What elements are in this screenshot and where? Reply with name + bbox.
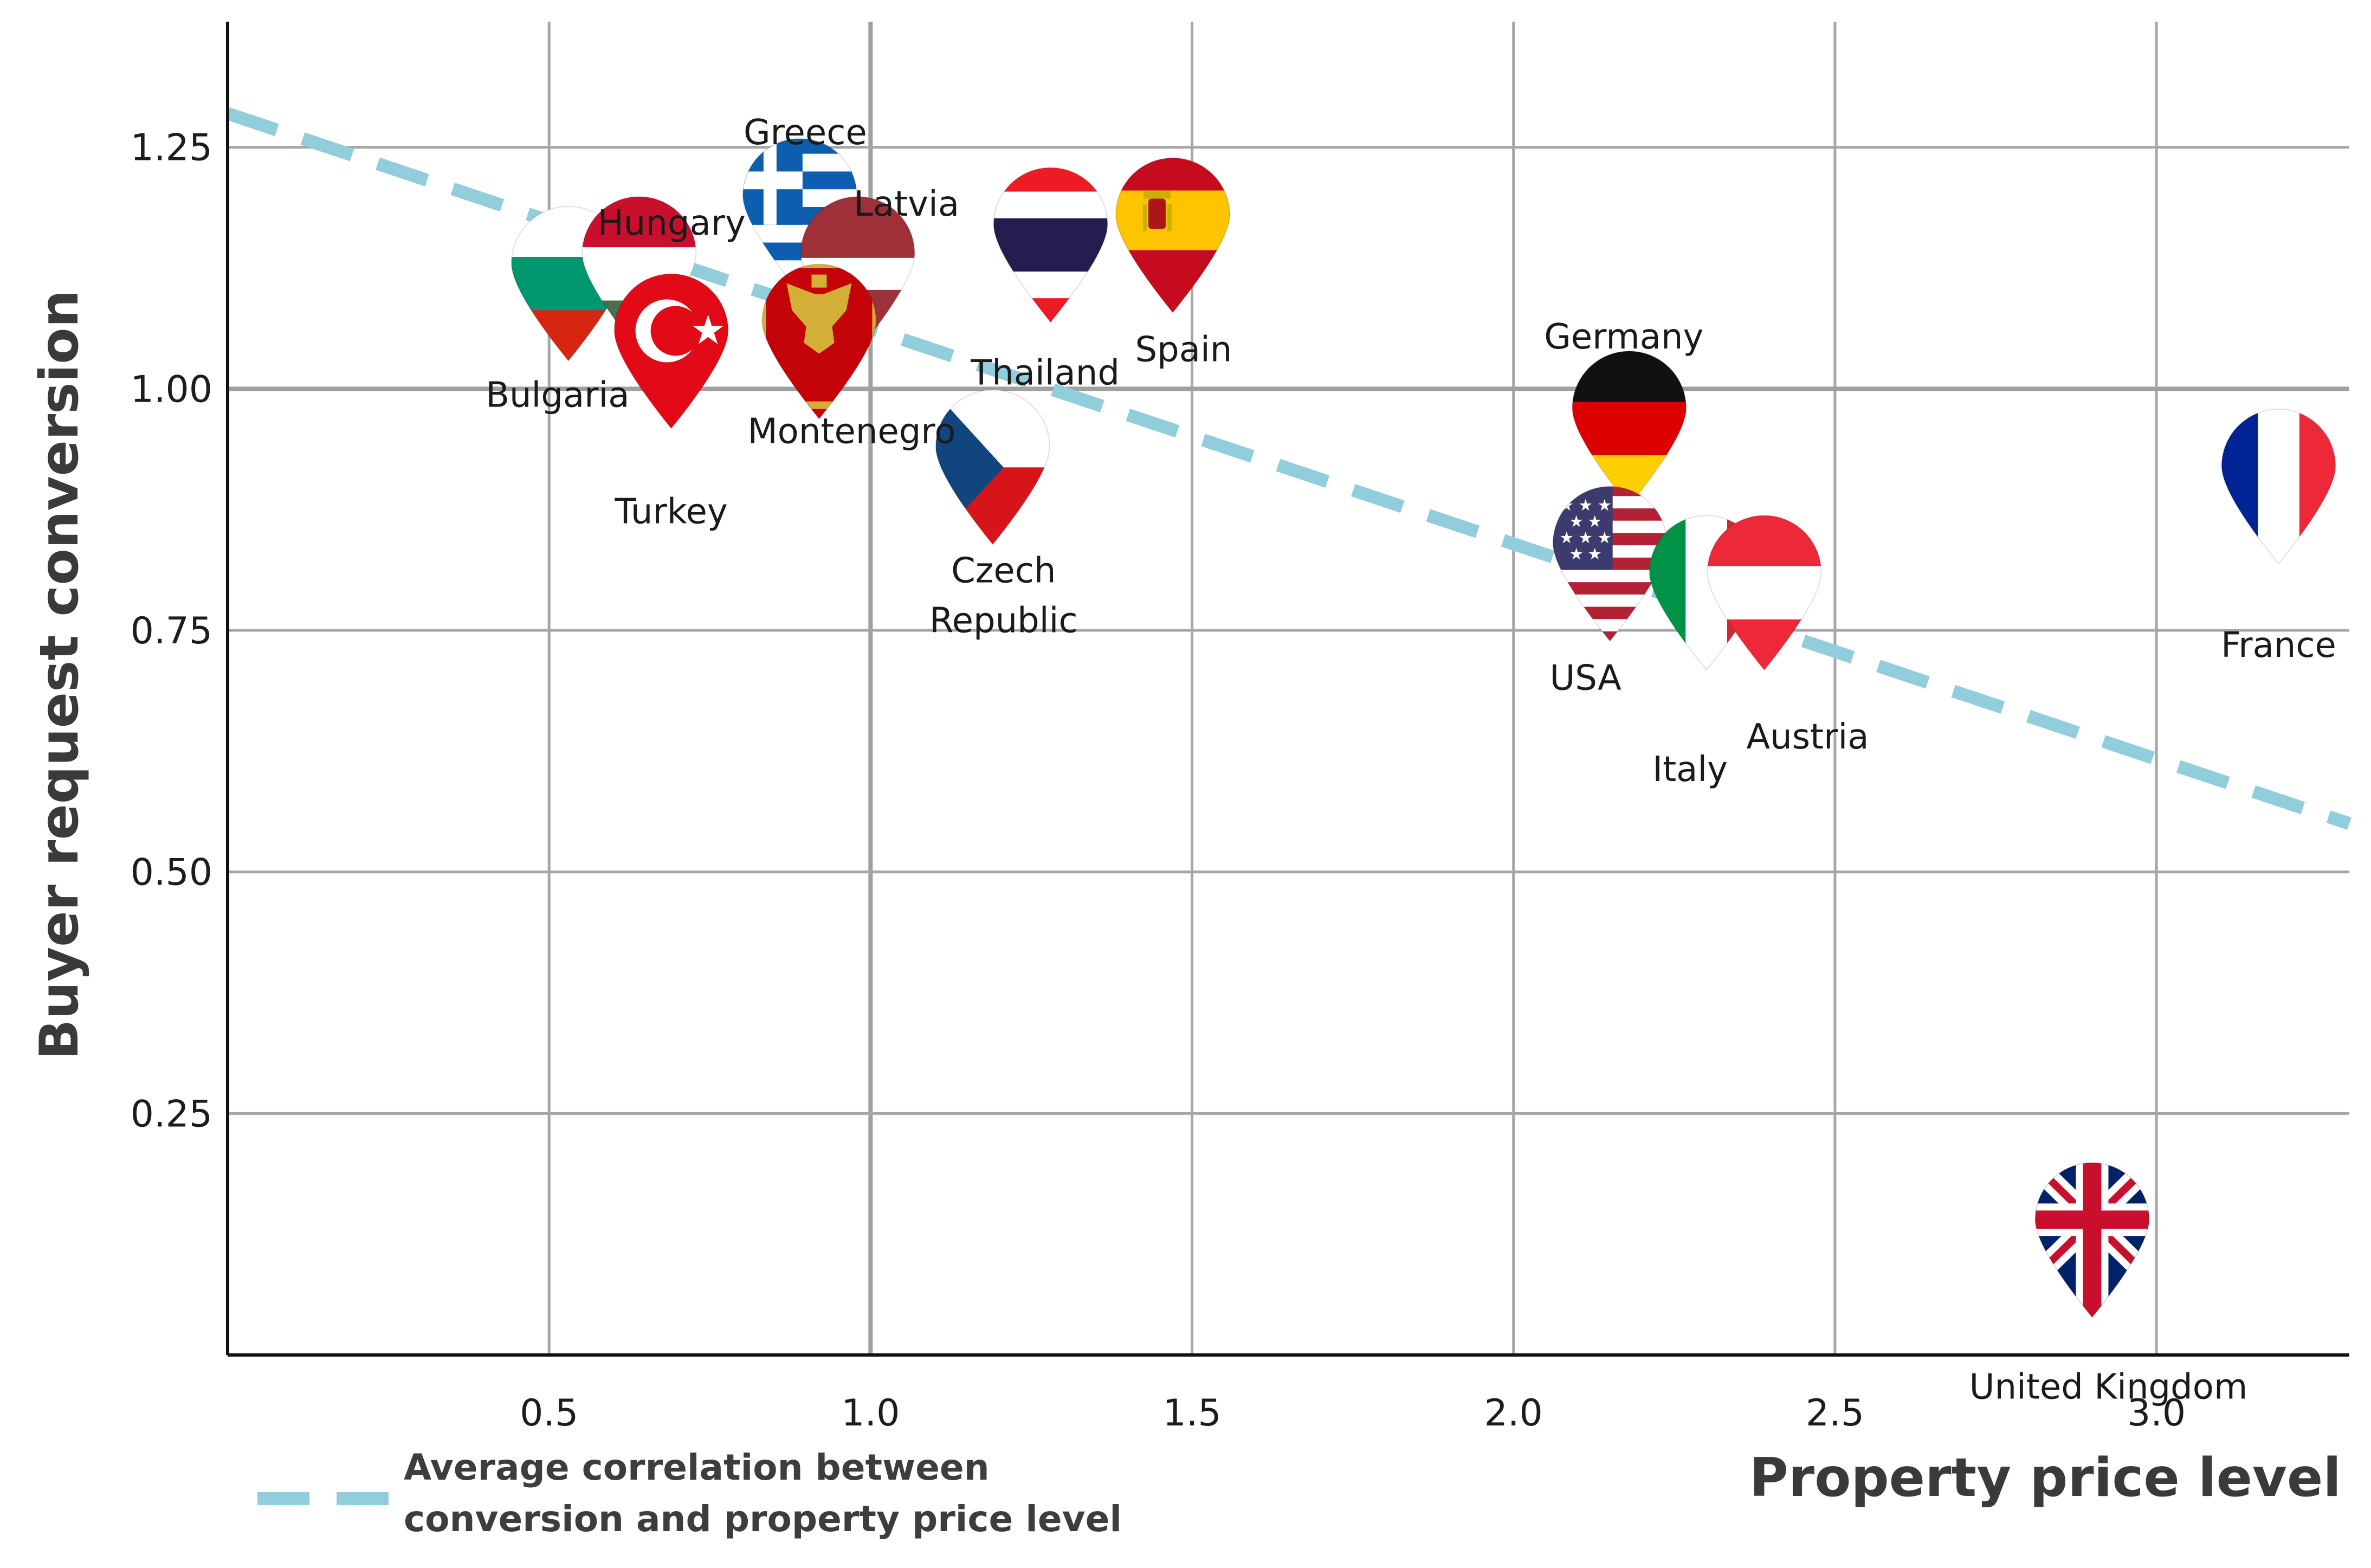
trend-line: [225, 107, 2351, 830]
country-label: Bulgaria: [486, 376, 629, 416]
country-label: Montenegro: [747, 412, 955, 452]
country-label: Czech: [951, 551, 1056, 591]
usa-pin-outline: [1552, 486, 1668, 642]
y-tick-label: 0.75: [131, 610, 212, 653]
greece-pin-outline: [742, 138, 857, 294]
legend-label-line-2: conversion and property price level: [404, 1498, 1122, 1540]
country-label: Thailand: [970, 353, 1120, 393]
y-tick-label: 1.25: [131, 127, 212, 170]
country-label: United Kingdom: [1969, 1367, 2248, 1407]
y-tick-label: 1.00: [131, 368, 212, 411]
tick-labels: 0.5 1.0 1.5 2.0 2.5 3.0 0.25 0.50 0.75 1.00 1.25: [131, 127, 2186, 1435]
x-tick-label: 1.0: [841, 1392, 900, 1435]
uk-flag-icon: [2035, 1163, 2149, 1318]
x-tick-label: 0.5: [520, 1392, 578, 1435]
x-tick-label: 2.0: [1484, 1392, 1543, 1435]
country-label: Italy: [1652, 750, 1728, 790]
turkey-pin-outline: [613, 273, 729, 430]
austria-pin-outline: [1707, 515, 1822, 671]
thailand-flag-icon: [993, 167, 1108, 322]
country-label: Hungary: [598, 203, 746, 243]
country-label: Latvia: [854, 184, 959, 224]
country-label: France: [2221, 625, 2336, 666]
uk-flag-marker: [2034, 1162, 2150, 1319]
germany-flag-marker: [1572, 351, 1687, 507]
country-label: Turkey: [614, 492, 727, 532]
country-label: USA: [1549, 659, 1621, 699]
x-axis-title: Property price level: [1749, 1447, 2341, 1509]
y-axis-title: Buyer request conversion: [29, 290, 91, 1060]
germany-pin-outline: [1572, 351, 1687, 507]
x-tick-label: 1.5: [1162, 1392, 1221, 1435]
country-label: Spain: [1135, 330, 1232, 370]
y-tick-label: 0.50: [131, 851, 212, 894]
legend-label-line-1: Average correlation between: [404, 1447, 990, 1488]
thailand-pin-outline: [993, 167, 1108, 323]
x-tick-label: 2.5: [1806, 1392, 1864, 1435]
x-tick-label: 3.0: [2127, 1392, 2186, 1435]
legend: Average correlation between conversion a…: [257, 1447, 1122, 1540]
montenegro-pin-outline: [761, 263, 877, 420]
thailand-flag-marker: [993, 167, 1108, 323]
uk-pin-outline: [2034, 1162, 2150, 1319]
country-labels: Bulgaria Hungary Turkey Greece Latvia Montene…: [486, 113, 2336, 1408]
spain-pin-outline: [1115, 157, 1230, 314]
country-label: Greece: [744, 113, 867, 153]
montenegro-flag-marker: [761, 263, 877, 420]
country-label: Germany: [1544, 317, 1703, 357]
spain-flag-marker: [1115, 157, 1230, 314]
spain-flag-icon: [1115, 158, 1230, 313]
czech-pin-outline: [935, 389, 1050, 545]
country-label: Republic: [929, 601, 1078, 641]
france-pin-outline: [2221, 409, 2336, 565]
montenegro-flag-icon: [762, 264, 876, 419]
germany-flag-icon: [1572, 351, 1687, 506]
axes: [226, 22, 2349, 1357]
country-label: Austria: [1746, 717, 1869, 757]
y-tick-label: 0.25: [131, 1093, 212, 1135]
france-flag-marker: [2221, 409, 2336, 565]
trend-line-layer: [225, 107, 2351, 830]
